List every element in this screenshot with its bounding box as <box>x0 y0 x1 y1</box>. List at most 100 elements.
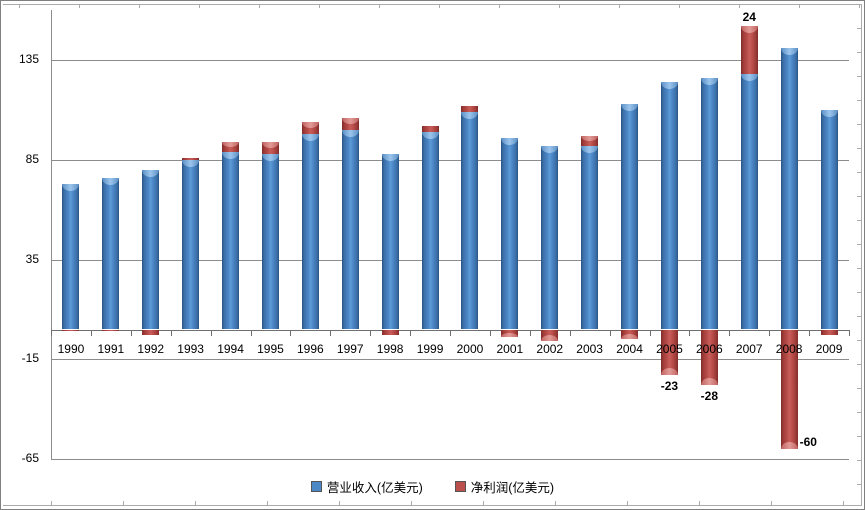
bar-revenue-1992[interactable] <box>142 169 160 330</box>
deco-right-tick <box>857 292 861 293</box>
x-axis-label-1990: 1990 <box>57 341 85 356</box>
category-tick <box>130 329 132 336</box>
legend-swatch-profit-icon <box>454 481 466 492</box>
bar-revenue-1995[interactable] <box>261 154 279 330</box>
bar-profit-1990[interactable] <box>62 329 80 332</box>
bar-profit-2004[interactable] <box>621 329 639 340</box>
bar-bevel-highlight <box>261 154 279 162</box>
bar-profit-1999[interactable] <box>421 126 439 133</box>
deco-right-tick <box>857 4 861 5</box>
bar-bevel-highlight <box>820 110 838 118</box>
bar-revenue-1997[interactable] <box>341 130 359 330</box>
bar-bevel-highlight <box>581 146 599 154</box>
bar-revenue-2002[interactable] <box>541 146 559 330</box>
x-axis-label-1992: 1992 <box>137 341 165 356</box>
category-tick <box>649 329 651 336</box>
bar-profit-2009[interactable] <box>820 329 838 336</box>
x-axis-label-1993: 1993 <box>177 341 204 356</box>
bar-revenue-1998[interactable] <box>381 154 399 330</box>
deco-bottom-tick <box>51 501 52 505</box>
gridline--15 <box>51 359 849 361</box>
gridline-85 <box>51 160 849 161</box>
legend-item-revenue[interactable]: 营业收入(亿美元) <box>310 477 423 496</box>
x-axis-label-2005: 2005 <box>656 341 683 356</box>
bar-bevel-highlight <box>541 335 559 342</box>
bar-profit-1998[interactable] <box>381 329 399 336</box>
bar-profit-2006[interactable] <box>700 329 718 386</box>
deco-top-tick <box>799 4 800 8</box>
legend-item-profit[interactable]: 净利润(亿美元) <box>454 477 555 496</box>
legend-label-profit: 净利润(亿美元) <box>470 481 555 495</box>
bar-revenue-2003[interactable] <box>581 146 599 330</box>
bar-revenue-2006[interactable] <box>700 78 718 330</box>
deco-bottom-tick <box>483 501 484 505</box>
deco-top-tick <box>859 4 860 8</box>
bar-profit-1993[interactable] <box>182 158 200 160</box>
deco-right-tick <box>857 316 861 317</box>
bar-revenue-2000[interactable] <box>461 112 479 330</box>
deco-top-tick <box>499 4 500 8</box>
bar-revenue-2001[interactable] <box>501 138 519 330</box>
bar-bevel-highlight <box>341 118 359 125</box>
x-axis-label-1998: 1998 <box>376 341 404 356</box>
bar-profit-2007[interactable] <box>740 26 758 75</box>
data-label--60: -60 <box>799 435 817 450</box>
bar-revenue-2004[interactable] <box>621 104 639 330</box>
deco-bottom-tick <box>123 501 124 505</box>
bar-revenue-2007[interactable] <box>740 74 758 330</box>
bar-profit-1997[interactable] <box>341 118 359 131</box>
x-axis-label-1999: 1999 <box>416 341 444 356</box>
legend-label-revenue: 营业收入(亿美元) <box>326 481 423 495</box>
deco-right-tick <box>857 364 861 365</box>
legend-swatch-revenue-icon <box>310 481 322 492</box>
bar-profit-1996[interactable] <box>301 122 319 135</box>
bar-revenue-1990[interactable] <box>62 183 80 330</box>
bar-bevel-highlight <box>660 82 678 90</box>
bar-bevel-highlight <box>222 142 240 148</box>
x-axis-label-1994: 1994 <box>217 341 244 356</box>
bar-revenue-2005[interactable] <box>660 82 678 330</box>
bar-profit-2008[interactable] <box>780 329 798 450</box>
bar-bevel-highlight <box>421 132 439 140</box>
bar-revenue-2009[interactable] <box>820 110 838 330</box>
bar-bevel-highlight <box>341 130 359 138</box>
deco-right-tick <box>857 484 861 485</box>
bar-profit-2001[interactable] <box>501 329 519 338</box>
bar-profit-2002[interactable] <box>541 329 559 342</box>
gridline--65 <box>51 459 849 461</box>
deco-top-tick <box>139 4 140 8</box>
bar-revenue-1991[interactable] <box>102 177 120 330</box>
bar-revenue-1993[interactable] <box>182 160 200 330</box>
deco-right-tick <box>857 460 861 461</box>
y-axis-line <box>51 10 52 459</box>
deco-top-tick <box>439 4 440 8</box>
bar-revenue-1996[interactable] <box>301 134 319 330</box>
category-tick <box>170 329 172 336</box>
bar-revenue-1999[interactable] <box>421 132 439 330</box>
bar-revenue-2008[interactable] <box>780 48 798 330</box>
x-axis-label-2008: 2008 <box>775 341 803 356</box>
bar-bevel-highlight <box>501 333 519 338</box>
gridline-135 <box>51 60 849 62</box>
y-axis-label--15: -15 <box>21 351 39 366</box>
x-axis-label-2004: 2004 <box>616 341 643 356</box>
y-axis-label--65: -65 <box>21 451 39 466</box>
bar-profit-1995[interactable] <box>261 142 279 155</box>
category-tick <box>330 329 332 336</box>
bar-profit-1991[interactable] <box>102 329 120 332</box>
deco-top-tick <box>559 4 560 8</box>
bar-bevel-highlight <box>700 78 718 86</box>
category-tick <box>370 329 372 336</box>
bar-revenue-1994[interactable] <box>222 152 240 330</box>
bar-bevel-highlight <box>301 122 319 129</box>
deco-bottom-tick <box>267 501 268 505</box>
x-axis-label-2002: 2002 <box>536 341 564 356</box>
bar-profit-2000[interactable] <box>461 106 479 113</box>
bar-profit-2003[interactable] <box>581 136 599 147</box>
bar-bevel-highlight <box>740 26 758 34</box>
category-tick <box>809 329 811 336</box>
deco-top-tick <box>319 4 320 8</box>
bar-profit-2005[interactable] <box>660 329 678 376</box>
bar-profit-1992[interactable] <box>142 329 160 336</box>
bar-profit-1994[interactable] <box>222 142 240 153</box>
